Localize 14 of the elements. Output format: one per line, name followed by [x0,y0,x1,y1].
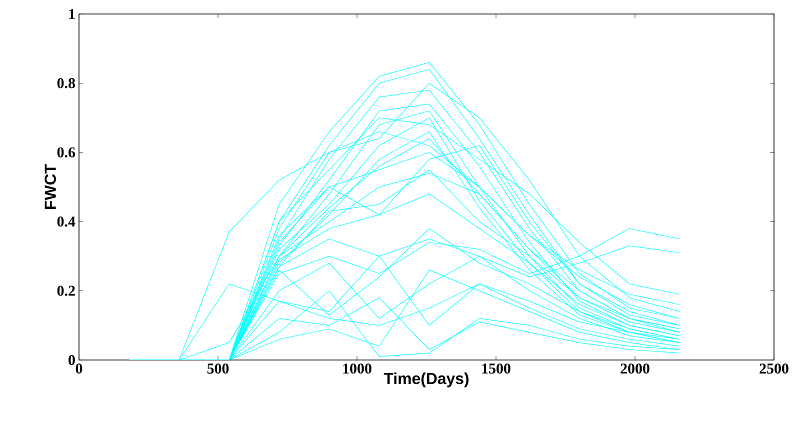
x-tick-label: 1500 [482,364,510,374]
x-tick-label: 2000 [620,364,650,374]
y-tick-label: 0.4 [57,216,76,227]
x-tick-label: 2500 [760,364,788,374]
y-tick-label: 0.8 [57,78,75,88]
x-tick-label: 0 [76,364,82,374]
y-tick-label: 1 [69,9,75,19]
y-axis-title: FWCT [44,164,56,209]
x-tick-label: 1000 [343,364,372,374]
x-axis-title: Time(Days) [384,372,469,388]
y-tick-label: 0.6 [57,147,76,158]
x-tick-label: 500 [207,364,229,374]
y-tick-label: 0 [68,354,75,366]
y-tick-label: 0.2 [57,286,75,296]
